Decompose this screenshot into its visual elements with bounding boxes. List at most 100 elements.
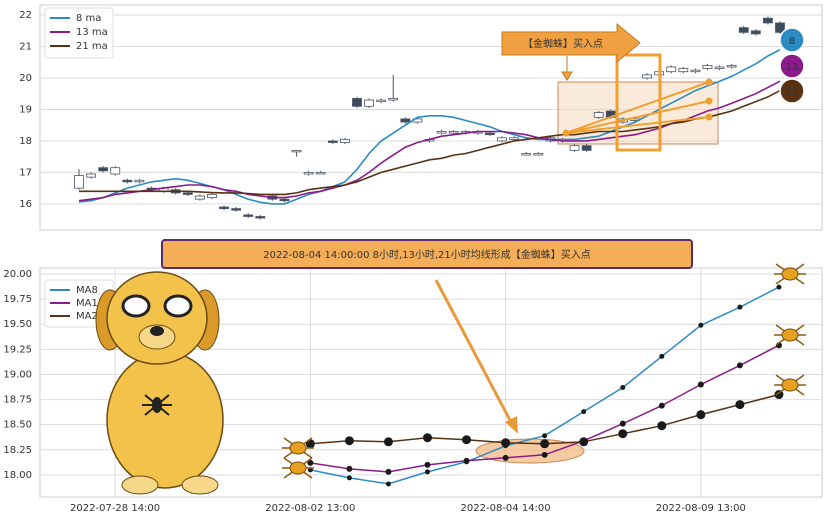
- y-tick-label: 18.75: [3, 395, 32, 406]
- y-tick-label: 19.00: [3, 369, 32, 380]
- end-badge-label: 21: [786, 87, 799, 98]
- candle-body: [231, 208, 242, 211]
- end-badge-label: 8: [789, 36, 795, 47]
- candle-body: [291, 149, 302, 153]
- point: [462, 435, 472, 445]
- point: [696, 410, 706, 420]
- candle-body: [775, 22, 785, 33]
- dog-foot: [121, 475, 159, 495]
- point: [697, 381, 704, 388]
- spider-body: [289, 441, 307, 455]
- y-tick-label: 20: [19, 73, 32, 84]
- candle-body: [315, 172, 326, 175]
- candle-body: [497, 137, 507, 142]
- point: [346, 475, 352, 481]
- candle-body: [364, 99, 374, 107]
- y-tick-label: 19.25: [3, 344, 32, 355]
- candle-body: [642, 74, 652, 79]
- signal-dot: [705, 97, 713, 105]
- end-badge: [779, 27, 805, 53]
- candle-body: [134, 179, 145, 183]
- candle-body: [376, 99, 387, 103]
- annotation-pointer: [561, 56, 573, 81]
- y-tick-label: 19.50: [3, 319, 32, 330]
- candle-body: [436, 131, 447, 134]
- end-badge-label: 13: [786, 62, 799, 73]
- candle-body: [243, 214, 254, 217]
- candle-body: [521, 153, 532, 156]
- bottom-panel: 18.00 18.25 18.50 18.75 19.00 19.25 19.50 19.75…: [3, 239, 823, 514]
- candle-body: [678, 68, 689, 73]
- pointer-head: [505, 416, 518, 434]
- signal-dot: [562, 129, 570, 137]
- point: [425, 469, 430, 475]
- point: [657, 421, 667, 431]
- point: [385, 468, 392, 475]
- ma-line: [78, 48, 781, 205]
- legend-label: 8 ma: [76, 13, 101, 24]
- y-tick-label: 19.75: [3, 294, 32, 305]
- point: [581, 409, 587, 415]
- y-tick-label: 22: [19, 10, 32, 21]
- annotation-arrow: [501, 22, 641, 64]
- y-tick-label: 19: [19, 104, 32, 115]
- candle-body: [533, 153, 544, 156]
- spider-body: [781, 267, 799, 281]
- point: [737, 304, 743, 310]
- candle-body: [327, 140, 338, 143]
- point: [463, 457, 470, 464]
- dog-body: [106, 351, 224, 489]
- candle-body: [122, 179, 133, 183]
- legend-label: 21 ma: [76, 41, 108, 52]
- signal-dot: [705, 113, 713, 121]
- candle-body: [207, 194, 217, 198]
- point: [736, 362, 743, 369]
- spider-body: [781, 378, 799, 392]
- spider-body: [781, 328, 799, 342]
- chart-title: 2022-08-04 14:00:00 8小时,13小时,21小时均线形成【金蜘…: [263, 248, 591, 261]
- candle-body: [448, 131, 459, 134]
- candle-body: [182, 192, 193, 195]
- dog-head: [106, 271, 208, 365]
- point: [658, 402, 665, 409]
- point: [774, 390, 784, 400]
- point: [619, 420, 626, 427]
- point: [344, 436, 354, 446]
- candle-body: [714, 66, 725, 69]
- ma-line: [78, 80, 781, 202]
- point: [502, 454, 509, 461]
- y-tick-label: 18: [19, 136, 32, 147]
- candle-body: [110, 167, 121, 175]
- legend-label: 13 ma: [76, 27, 108, 38]
- point: [735, 400, 745, 410]
- candle-body: [255, 216, 266, 219]
- point: [307, 459, 314, 466]
- dog-foot: [181, 475, 219, 495]
- candle-body: [279, 198, 290, 202]
- candle-body: [702, 65, 713, 69]
- y-tick-label: 17: [19, 167, 32, 178]
- point: [541, 451, 548, 458]
- dog-nose: [150, 326, 164, 336]
- dog-eye: [121, 294, 151, 318]
- y-tick-label: 21: [19, 42, 32, 53]
- point: [542, 433, 548, 439]
- end-badge: [779, 53, 805, 79]
- candle-body: [194, 195, 205, 200]
- title-banner: [161, 239, 693, 269]
- point: [424, 461, 431, 468]
- y-tick-label: 18.50: [3, 420, 32, 431]
- candle-body: [690, 69, 701, 73]
- x-tick-label: 2022-08-04 14:00: [461, 503, 551, 514]
- candle-body: [726, 65, 737, 68]
- dog-muzzle: [138, 324, 176, 350]
- pointer-arrow: [434, 279, 514, 425]
- candle-body: [98, 167, 109, 172]
- candle-body: [86, 173, 96, 178]
- top-panel: 16 17 18 19 20 21 22 【金蜘蛛】买入点 8 13 21 8 ma 13 ma 21 m…: [19, 4, 823, 231]
- point: [618, 429, 628, 439]
- signal-box: [615, 53, 662, 152]
- x-tick-label: 2022-08-09 13:00: [656, 503, 746, 514]
- candle-body: [485, 132, 495, 136]
- candle-body: [738, 27, 749, 33]
